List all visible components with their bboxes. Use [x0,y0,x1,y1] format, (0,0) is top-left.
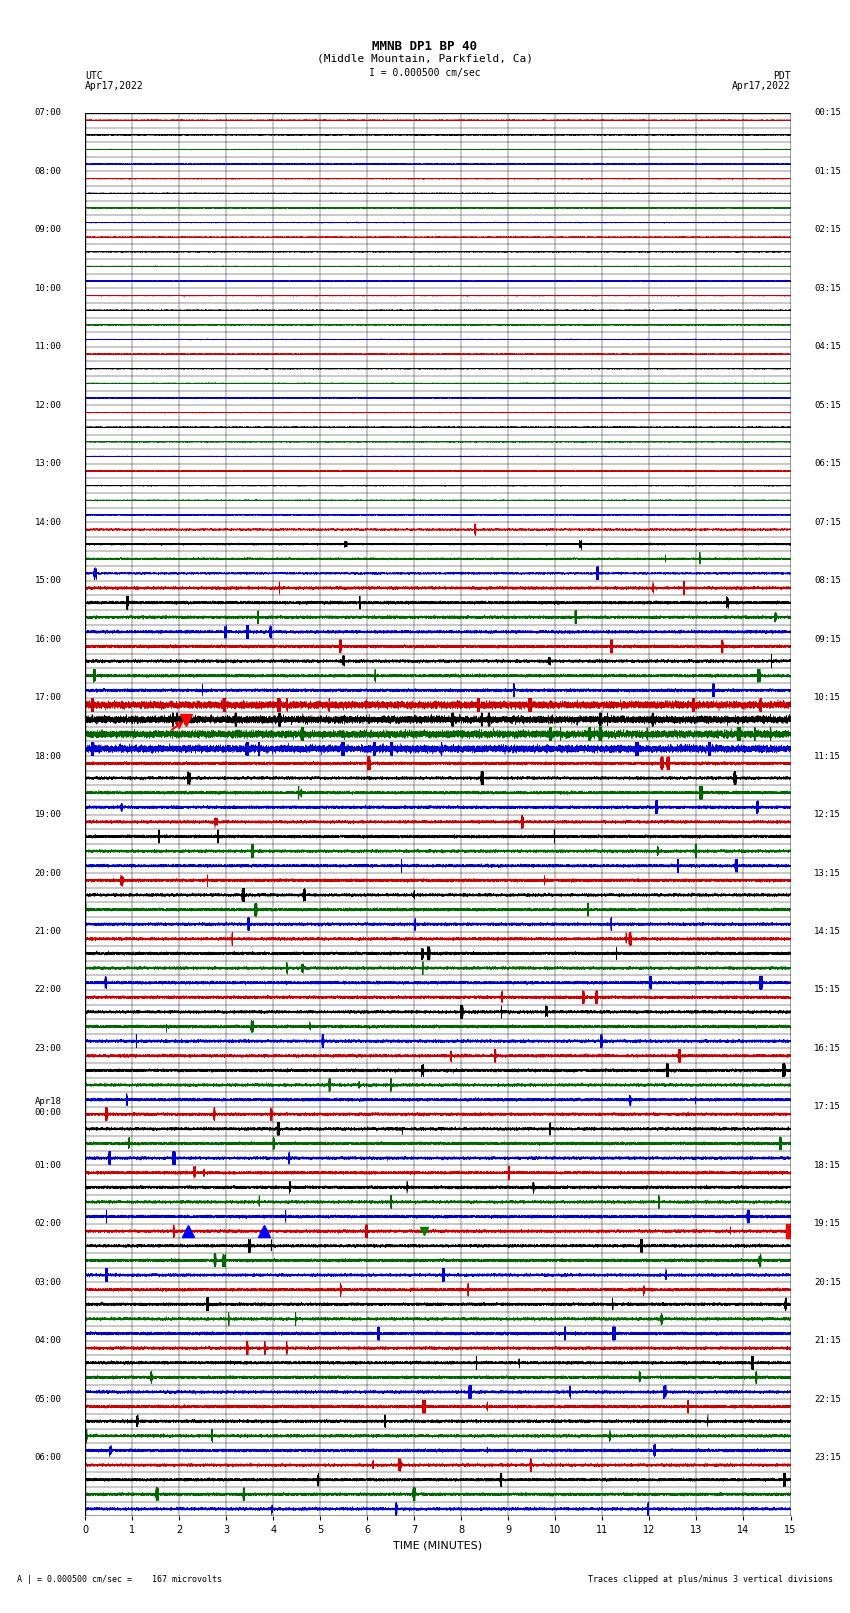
Text: 13:00: 13:00 [35,460,61,468]
Bar [85,113,791,1516]
Text: 06:00: 06:00 [35,1453,61,1463]
Text: I = 0.000500 cm/sec: I = 0.000500 cm/sec [369,68,481,77]
Text: 16:15: 16:15 [814,1044,841,1053]
Text: MMNB DP1 BP 40: MMNB DP1 BP 40 [372,40,478,53]
Text: 03:00: 03:00 [35,1277,61,1287]
Text: 05:15: 05:15 [814,400,841,410]
Text: 12:00: 12:00 [35,400,61,410]
Text: 08:00: 08:00 [35,166,61,176]
Text: Apr18
00:00: Apr18 00:00 [35,1097,61,1116]
Text: 14:00: 14:00 [35,518,61,527]
Text: 05:00: 05:00 [35,1395,61,1403]
Text: PDT: PDT [773,71,790,81]
Text: 01:15: 01:15 [814,166,841,176]
Text: 20:00: 20:00 [35,868,61,877]
Text: UTC: UTC [85,71,103,81]
Text: 20:15: 20:15 [814,1277,841,1287]
Text: 07:00: 07:00 [35,108,61,118]
Text: 19:00: 19:00 [35,810,61,819]
Text: 02:00: 02:00 [35,1219,61,1229]
Text: 18:00: 18:00 [35,752,61,761]
Text: 10:00: 10:00 [35,284,61,294]
Text: Apr17,2022: Apr17,2022 [732,81,791,90]
Text: 13:15: 13:15 [814,868,841,877]
Text: Apr17,2022: Apr17,2022 [85,81,144,90]
Text: 23:00: 23:00 [35,1044,61,1053]
Text: 17:15: 17:15 [814,1102,841,1111]
Text: 21:15: 21:15 [814,1336,841,1345]
Text: 22:15: 22:15 [814,1395,841,1403]
Text: 10:15: 10:15 [814,694,841,702]
Text: 04:00: 04:00 [35,1336,61,1345]
Text: 06:15: 06:15 [814,460,841,468]
Text: 09:15: 09:15 [814,634,841,644]
Text: 02:15: 02:15 [814,226,841,234]
Text: 11:15: 11:15 [814,752,841,761]
Text: 21:00: 21:00 [35,927,61,936]
Text: 00:15: 00:15 [814,108,841,118]
Text: 11:00: 11:00 [35,342,61,352]
Text: 15:00: 15:00 [35,576,61,586]
Text: (Middle Mountain, Parkfield, Ca): (Middle Mountain, Parkfield, Ca) [317,53,533,63]
Text: 19:15: 19:15 [814,1219,841,1229]
Text: 18:15: 18:15 [814,1161,841,1169]
Text: 07:15: 07:15 [814,518,841,527]
X-axis label: TIME (MINUTES): TIME (MINUTES) [394,1540,482,1550]
Text: 15:15: 15:15 [814,986,841,995]
Text: 14:15: 14:15 [814,927,841,936]
Text: 03:15: 03:15 [814,284,841,294]
Text: 01:00: 01:00 [35,1161,61,1169]
Text: 08:15: 08:15 [814,576,841,586]
Text: 09:00: 09:00 [35,226,61,234]
Text: 23:15: 23:15 [814,1453,841,1463]
Bar [785,1224,791,1239]
Text: A | = 0.000500 cm/sec =    167 microvolts: A | = 0.000500 cm/sec = 167 microvolts [17,1574,222,1584]
Text: 12:15: 12:15 [814,810,841,819]
Text: 04:15: 04:15 [814,342,841,352]
Text: Traces clipped at plus/minus 3 vertical divisions: Traces clipped at plus/minus 3 vertical … [588,1574,833,1584]
Text: 17:00: 17:00 [35,694,61,702]
Text: 22:00: 22:00 [35,986,61,995]
Text: 16:00: 16:00 [35,634,61,644]
